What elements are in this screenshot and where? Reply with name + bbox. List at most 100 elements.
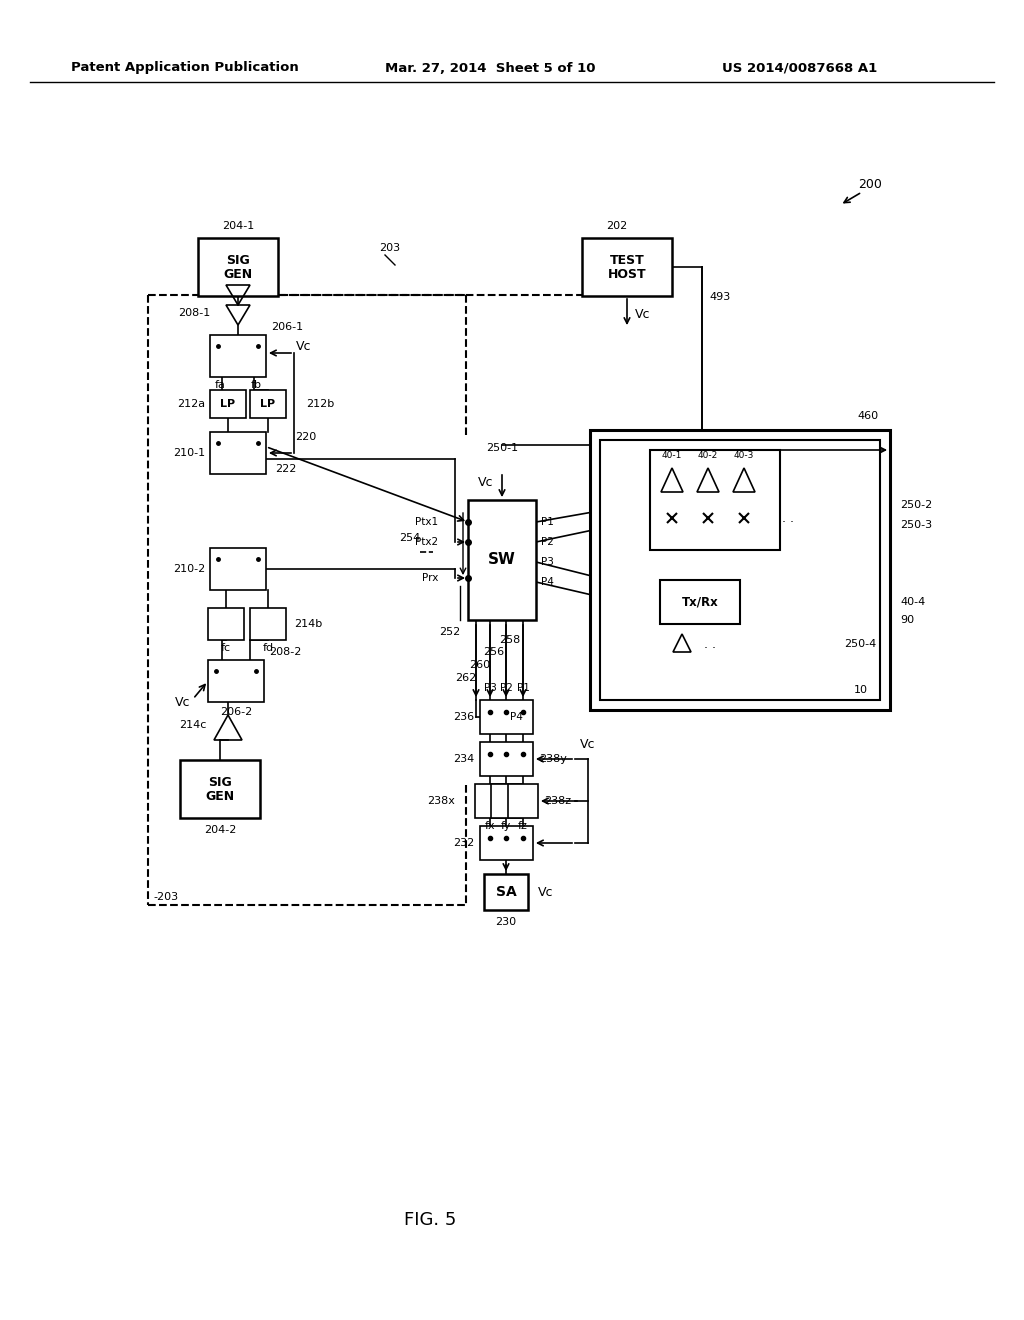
Text: Patent Application Publication: Patent Application Publication xyxy=(71,62,299,74)
Bar xyxy=(250,609,286,640)
Text: 90: 90 xyxy=(900,615,914,624)
Text: 220: 220 xyxy=(295,432,316,442)
Text: Vc: Vc xyxy=(175,697,190,710)
Text: 210-2: 210-2 xyxy=(173,564,205,574)
Text: 250-2: 250-2 xyxy=(900,500,932,510)
Text: 214c: 214c xyxy=(178,719,206,730)
Text: 262: 262 xyxy=(456,673,476,682)
Text: 200: 200 xyxy=(858,178,882,191)
Text: Ptx1: Ptx1 xyxy=(415,517,438,527)
Bar xyxy=(475,784,505,818)
Text: 493: 493 xyxy=(710,292,731,302)
Text: 40-1: 40-1 xyxy=(662,451,682,461)
Bar xyxy=(208,660,264,702)
Text: 10: 10 xyxy=(854,685,868,696)
Text: 260: 260 xyxy=(469,660,490,671)
Text: 204-1: 204-1 xyxy=(222,220,254,231)
Text: fb: fb xyxy=(251,380,261,389)
Text: HOST: HOST xyxy=(607,268,646,281)
Text: 236: 236 xyxy=(453,711,474,722)
Text: 212b: 212b xyxy=(306,399,334,409)
Bar xyxy=(490,784,521,818)
Text: . .: . . xyxy=(782,511,794,524)
Text: Vc: Vc xyxy=(539,886,554,899)
Text: 210-1: 210-1 xyxy=(173,447,205,458)
Text: 202: 202 xyxy=(606,220,628,231)
Text: 250-4: 250-4 xyxy=(844,639,877,649)
Text: 40-3: 40-3 xyxy=(734,451,755,461)
Bar xyxy=(250,389,286,418)
Text: LP: LP xyxy=(220,399,236,409)
Bar xyxy=(600,440,880,700)
Text: 212a: 212a xyxy=(177,399,205,409)
Bar xyxy=(480,826,534,861)
Bar xyxy=(508,784,538,818)
Text: P3: P3 xyxy=(483,682,497,693)
Text: fy: fy xyxy=(501,821,511,832)
Text: 238y: 238y xyxy=(539,754,567,764)
Bar xyxy=(210,335,266,378)
Bar xyxy=(180,760,260,818)
Text: Vc: Vc xyxy=(478,475,494,488)
Text: 460: 460 xyxy=(857,411,879,421)
Bar xyxy=(210,432,266,474)
Text: P3: P3 xyxy=(541,557,554,568)
Text: 252: 252 xyxy=(439,627,461,638)
Text: GEN: GEN xyxy=(206,791,234,804)
Text: 222: 222 xyxy=(275,465,297,474)
Text: SIG: SIG xyxy=(208,776,231,788)
Text: fa: fa xyxy=(215,380,225,389)
Text: fz: fz xyxy=(518,821,528,832)
Text: TEST: TEST xyxy=(609,253,644,267)
Text: Prx: Prx xyxy=(422,573,438,583)
Text: P2: P2 xyxy=(541,537,554,546)
Text: 208-1: 208-1 xyxy=(178,308,210,318)
Bar xyxy=(208,609,244,640)
Text: 206-1: 206-1 xyxy=(271,322,303,333)
Bar xyxy=(484,874,528,909)
Text: Vc: Vc xyxy=(581,738,596,751)
Text: 238x: 238x xyxy=(427,796,455,807)
Text: P4: P4 xyxy=(541,577,554,587)
Text: SW: SW xyxy=(488,553,516,568)
Bar xyxy=(210,548,266,590)
Bar xyxy=(480,700,534,734)
Text: 232: 232 xyxy=(453,838,474,847)
Text: 250-3: 250-3 xyxy=(900,520,932,531)
Bar xyxy=(468,500,536,620)
Bar xyxy=(582,238,672,296)
Text: P2: P2 xyxy=(500,682,512,693)
Text: FIG. 5: FIG. 5 xyxy=(403,1210,456,1229)
Text: 234: 234 xyxy=(453,754,474,764)
Text: SIG: SIG xyxy=(226,253,250,267)
Text: 40-4: 40-4 xyxy=(900,597,926,607)
Bar xyxy=(480,742,534,776)
Text: . .: . . xyxy=(705,638,716,651)
Text: 203: 203 xyxy=(380,243,400,253)
Text: 254: 254 xyxy=(399,533,421,543)
Bar xyxy=(198,238,278,296)
Text: 256: 256 xyxy=(483,647,505,657)
Text: 250-1: 250-1 xyxy=(486,444,518,453)
Text: SA: SA xyxy=(496,884,516,899)
Text: 208-2: 208-2 xyxy=(269,647,301,657)
Text: P1: P1 xyxy=(541,517,554,527)
Text: Mar. 27, 2014  Sheet 5 of 10: Mar. 27, 2014 Sheet 5 of 10 xyxy=(385,62,595,74)
Text: Ptx2: Ptx2 xyxy=(415,537,438,546)
Bar xyxy=(660,579,740,624)
Text: 258: 258 xyxy=(500,635,520,645)
Text: P4: P4 xyxy=(510,711,522,722)
Text: 214b: 214b xyxy=(294,619,323,630)
Text: Vc: Vc xyxy=(296,341,311,354)
Bar xyxy=(590,430,890,710)
Text: US 2014/0087668 A1: US 2014/0087668 A1 xyxy=(722,62,878,74)
Bar xyxy=(650,450,780,550)
Text: 238z: 238z xyxy=(544,796,571,807)
Bar xyxy=(210,389,246,418)
Text: fd: fd xyxy=(262,643,273,653)
Text: fx: fx xyxy=(484,821,496,832)
Text: 230: 230 xyxy=(496,917,516,927)
Text: 204-2: 204-2 xyxy=(204,825,237,836)
Text: -203: -203 xyxy=(153,892,178,902)
Text: LP: LP xyxy=(260,399,275,409)
